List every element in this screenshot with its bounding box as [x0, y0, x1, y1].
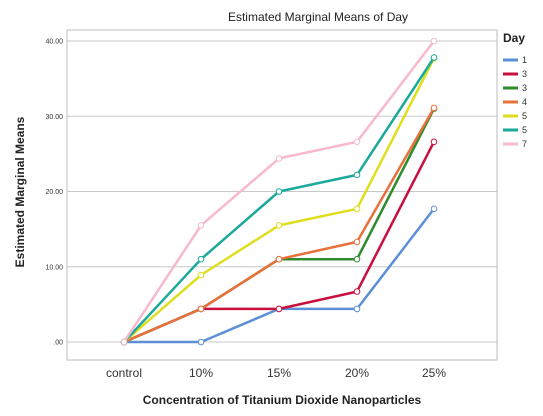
x-axis-label: Concentration of Titanium Dioxide Nanopa…: [143, 393, 422, 407]
y-tick-label: 30.00: [45, 114, 63, 121]
plot-frame: [66, 29, 498, 361]
legend-title: Day: [503, 31, 525, 45]
data-point: [353, 255, 361, 263]
data-point: [197, 271, 205, 279]
data-point: [353, 138, 361, 146]
y-tick-label: .00: [53, 340, 63, 347]
data-point: [197, 222, 205, 229]
data-point: [275, 222, 283, 229]
grid: [66, 29, 498, 361]
y-tick-label: 40.00: [45, 39, 63, 46]
legend-label: 5: [522, 111, 527, 121]
legend-label: 5: [522, 125, 527, 135]
data-point: [275, 305, 283, 313]
data-point: [275, 188, 283, 195]
x-axis-ticks: control 10% 15% 20% 25%: [106, 366, 446, 380]
data-point: [353, 238, 361, 246]
data-point: [430, 205, 438, 213]
y-tick-label: 10.00: [45, 264, 63, 271]
data-point: [430, 104, 438, 112]
x-tick-label: control: [106, 366, 142, 380]
data-point: [197, 305, 205, 313]
data-point: [430, 37, 438, 45]
data-point: [430, 54, 438, 61]
x-tick-label: 20%: [345, 366, 369, 380]
x-tick-label: 25%: [422, 366, 446, 380]
legend-label: 4: [522, 97, 527, 107]
series-lines: [120, 37, 438, 346]
data-point: [353, 305, 361, 313]
chart-title: Estimated Marginal Means of Day: [228, 10, 408, 24]
x-tick-label: 10%: [189, 366, 213, 380]
data-point: [275, 255, 283, 263]
data-point: [197, 255, 205, 263]
data-point: [353, 288, 361, 295]
y-axis-ticks: .00 10.00 20.00 30.00 40.00: [45, 39, 63, 347]
data-point: [353, 171, 361, 179]
series-7: [120, 37, 438, 346]
x-tick-label: 15%: [267, 366, 291, 380]
legend-label: 7: [522, 139, 527, 149]
data-point: [197, 338, 205, 346]
data-point: [430, 138, 438, 146]
data-point: [275, 155, 283, 162]
legend-label: 3: [522, 69, 527, 79]
y-axis-label: Estimated Marginal Means: [13, 116, 27, 267]
data-point: [120, 338, 128, 346]
series-2: [120, 138, 438, 346]
legend: Day 1 3 3 4 5 5 7: [503, 31, 527, 149]
legend-label: 1: [522, 55, 527, 65]
legend-label: 3: [522, 83, 527, 93]
y-tick-label: 20.00: [45, 189, 63, 196]
data-point: [353, 205, 361, 213]
